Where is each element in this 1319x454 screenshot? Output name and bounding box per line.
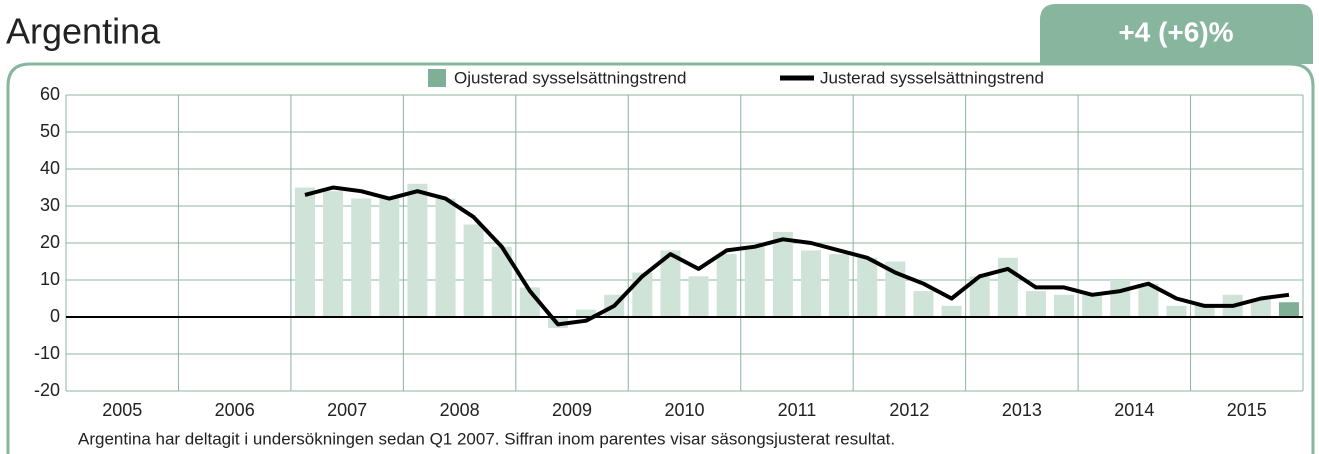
x-tick-label: 2011	[778, 400, 817, 420]
bar	[491, 246, 512, 317]
bar	[1054, 294, 1075, 317]
y-tick-label: -20	[34, 380, 60, 400]
x-tick-label: 2005	[102, 400, 142, 420]
bar	[435, 198, 456, 317]
trend-line	[304, 185, 1290, 327]
y-tick-label: 50	[40, 121, 60, 141]
y-tick-label: 40	[40, 158, 60, 178]
bar	[1194, 305, 1215, 317]
x-tick-label: 2015	[1227, 400, 1267, 420]
bar	[407, 183, 428, 317]
bar	[1166, 305, 1187, 317]
bar	[997, 257, 1018, 317]
x-tick-label: 2006	[215, 400, 255, 420]
y-tick-label: 30	[40, 195, 60, 215]
bar	[1138, 283, 1159, 317]
x-tick-label: 2007	[327, 400, 367, 420]
y-tick-label: 10	[40, 269, 60, 289]
bar	[1250, 298, 1271, 317]
bar	[829, 254, 850, 317]
x-tick-label: 2008	[440, 400, 480, 420]
bar	[294, 187, 315, 317]
bar	[857, 257, 878, 317]
bar	[913, 291, 934, 317]
y-tick-label: -10	[34, 343, 60, 363]
footnote: Argentina har deltagit i undersökningen …	[78, 429, 895, 448]
x-tick-label: 2012	[889, 400, 929, 420]
bar	[463, 224, 484, 317]
y-tick-label: 0	[50, 306, 60, 326]
bar	[379, 198, 400, 317]
bar	[632, 272, 653, 317]
y-tick-label: 20	[40, 232, 60, 252]
bar	[576, 309, 597, 317]
bar	[660, 250, 681, 317]
x-tick-label: 2013	[1002, 400, 1042, 420]
bar	[688, 276, 709, 317]
legend-label: Justerad sysselsättningstrend	[820, 68, 1044, 87]
bar	[744, 246, 765, 317]
legend-label: Ojusterad sysselsättningstrend	[454, 68, 686, 87]
bar	[941, 305, 962, 317]
badge-tab	[1040, 4, 1313, 64]
badge: +4 (+6)%	[1118, 16, 1233, 47]
x-tick-label: 2009	[552, 400, 592, 420]
bar	[1278, 302, 1299, 317]
frame	[6, 62, 1315, 454]
bar	[323, 191, 344, 317]
y-tick-label: 60	[40, 84, 60, 104]
bar	[351, 198, 372, 317]
x-tick-label: 2010	[664, 400, 704, 420]
bar	[969, 276, 990, 317]
x-tick-label: 2014	[1114, 400, 1154, 420]
title: Argentina	[6, 11, 161, 52]
bar	[716, 254, 737, 317]
bar	[772, 231, 793, 317]
bar	[801, 250, 822, 317]
bar	[1082, 294, 1103, 317]
bar	[1110, 280, 1131, 317]
bar	[1025, 291, 1046, 317]
legend-swatch	[428, 69, 446, 87]
